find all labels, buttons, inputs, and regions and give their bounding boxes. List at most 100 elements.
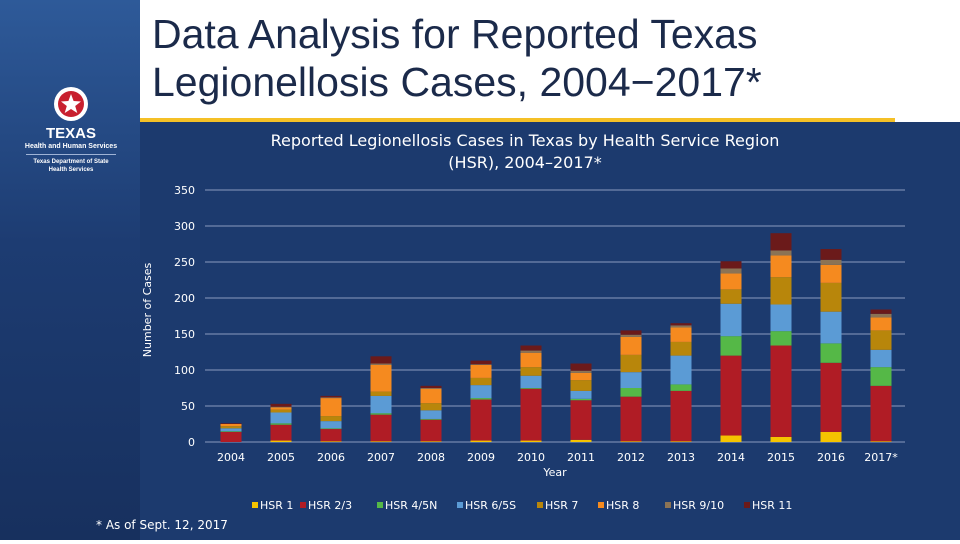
bar-segment	[820, 249, 842, 260]
bar-segment	[720, 261, 742, 269]
bar-segment	[720, 435, 742, 442]
bar-segment	[720, 355, 742, 436]
bar-segment	[670, 327, 692, 342]
bar-segment	[870, 385, 892, 442]
bar-segment	[470, 377, 492, 386]
bar-segment	[820, 343, 842, 363]
logo-title: TEXAS	[45, 125, 96, 142]
bar-segment	[220, 428, 242, 432]
bar-segment	[870, 309, 892, 314]
bar-segment	[670, 341, 692, 356]
bar-segment	[470, 398, 492, 400]
legend-label: HSR 4/5N	[385, 499, 437, 512]
title-underline	[140, 118, 895, 122]
bar-segment	[470, 399, 492, 441]
bar-segment	[520, 352, 542, 368]
bar-segment	[620, 441, 642, 442]
bar-segment	[270, 440, 292, 442]
bar-segment	[320, 395, 342, 398]
bar-segment	[370, 391, 392, 396]
bar-segment	[520, 440, 542, 442]
bar-segment	[620, 354, 642, 373]
bar-segment	[570, 380, 592, 391]
bar-segment	[720, 273, 742, 290]
bar-segment	[420, 388, 442, 404]
bar-segment	[270, 403, 292, 407]
bar-segment	[370, 414, 392, 442]
bar-segment	[620, 372, 642, 388]
bar-segment	[570, 390, 592, 399]
legend-label: HSR 6/5S	[465, 499, 516, 512]
legend-label: HSR 1	[260, 499, 293, 512]
x-tick-label: 2004	[217, 451, 245, 464]
y-tick-label: 350	[174, 184, 195, 197]
bar-segment	[570, 363, 592, 371]
legend-label: HSR 7	[545, 499, 578, 512]
bar-segment	[520, 388, 542, 389]
bar-segment	[320, 421, 342, 429]
bar-segment	[320, 398, 342, 417]
bar-segment	[420, 385, 442, 388]
bar-segment	[670, 441, 692, 442]
bar-segment	[520, 367, 542, 376]
bar-segment	[770, 436, 792, 442]
bar-segment	[420, 441, 442, 442]
bar-segment	[370, 364, 392, 392]
bar-segment	[220, 423, 242, 424]
bar-segment	[820, 311, 842, 344]
bar-segment	[420, 388, 442, 389]
texas-star-seal-icon	[54, 87, 88, 121]
bar-segment	[820, 282, 842, 312]
bar-segment	[470, 360, 492, 365]
bar-segment	[820, 431, 842, 442]
bar-segment	[270, 423, 292, 425]
x-tick-label: 2007	[367, 451, 395, 464]
bar-segment	[320, 441, 342, 442]
x-tick-label: 2005	[267, 451, 295, 464]
x-axis-label: Year	[542, 466, 567, 479]
bar-segment	[570, 439, 592, 442]
bar-segment	[720, 336, 742, 356]
footnote: * As of Sept. 12, 2017	[96, 518, 228, 532]
sidebar-gradient	[0, 0, 140, 540]
slide-title-line1: Data Analysis for Reported Texas	[152, 11, 758, 57]
bar-segment	[670, 323, 692, 326]
bar-segment	[370, 441, 392, 442]
bar-segment	[420, 410, 442, 419]
bar-segment	[620, 388, 642, 397]
legend-swatch	[377, 502, 383, 508]
x-tick-label: 2017*	[864, 451, 898, 464]
bar-segment	[370, 395, 392, 414]
x-tick-label: 2010	[517, 451, 545, 464]
bar-segment	[770, 331, 792, 346]
chart-title-line1: Reported Legionellosis Cases in Texas by…	[271, 131, 780, 150]
logo-dept-line2: Health Services	[48, 167, 94, 173]
bar-segment	[520, 388, 542, 441]
bar-segment	[520, 375, 542, 388]
bar-segment	[470, 364, 492, 378]
bar-segment	[270, 407, 292, 410]
bar-segment	[570, 398, 592, 401]
bar-segment	[570, 370, 592, 373]
bar-segment	[770, 345, 792, 437]
y-axis-label: Number of Cases	[141, 263, 154, 358]
bar-segment	[870, 317, 892, 331]
bar-segment	[770, 250, 792, 256]
bar-segment	[870, 367, 892, 386]
bar-segment	[320, 416, 342, 422]
legend-label: HSR 11	[752, 499, 792, 512]
bar-segment	[670, 390, 692, 442]
bar-segment	[320, 428, 342, 430]
bar-segment	[620, 396, 642, 442]
bar-segment	[270, 409, 292, 413]
bar-segment	[270, 412, 292, 424]
y-tick-label: 150	[174, 328, 195, 341]
x-tick-label: 2013	[667, 451, 695, 464]
bar-segment	[670, 325, 692, 328]
y-tick-label: 0	[188, 436, 195, 449]
bar-segment	[620, 334, 642, 337]
bar-segment	[770, 304, 792, 332]
bar-segment	[670, 384, 692, 391]
x-tick-label: 2015	[767, 451, 795, 464]
bar-segment	[320, 397, 342, 399]
